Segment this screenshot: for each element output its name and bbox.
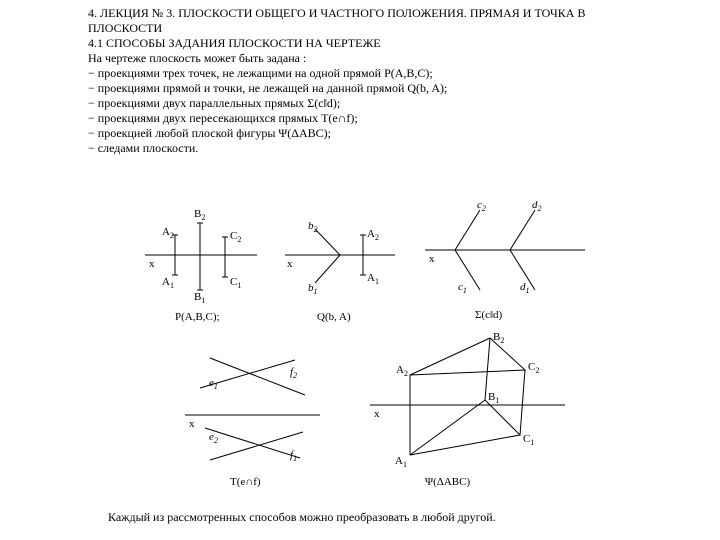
svg-text:b2: b2 — [308, 220, 318, 234]
bullet-4: − проекциями двух пересекающихся прямых … — [88, 111, 648, 126]
subtitle: 4.1 СПОСОБЫ ЗАДАНИЯ ПЛОСКОСТИ НА ЧЕРТЕЖЕ — [88, 36, 648, 51]
title-line2: ПЛОСКОСТИ — [88, 21, 648, 36]
svg-text:В2: В2 — [493, 331, 504, 345]
svg-text:b1: b1 — [308, 282, 318, 296]
svg-text:f2: f2 — [290, 366, 297, 380]
svg-text:x: x — [189, 418, 195, 430]
svg-text:А2: А2 — [396, 364, 408, 378]
svg-text:В2: В2 — [194, 208, 205, 222]
svg-text:С1: С1 — [230, 276, 241, 290]
svg-text:Σ(c‖d): Σ(c‖d) — [475, 309, 503, 321]
bullet-3: − проекциями двух параллельных прямых Σ(… — [88, 96, 648, 111]
svg-text:С2: С2 — [528, 361, 539, 375]
svg-text:А1: А1 — [367, 272, 379, 286]
svg-text:А1: А1 — [395, 455, 407, 469]
svg-text:f1: f1 — [290, 449, 297, 463]
diagram-p-abc: А2 В2 С2 А1 В1 С1 x Р(А,В,С); — [145, 195, 275, 325]
svg-text:С2: С2 — [230, 230, 241, 244]
intro-line: На чертеже плоскость может быть задана : — [88, 51, 648, 66]
diagram-sigma-cd: с2 d2 с1 d1 x Σ(c‖d) — [425, 190, 595, 325]
svg-text:В1: В1 — [488, 391, 499, 405]
diagram-q-ba: b2 b1 А2 А1 x Q(b, A) — [285, 195, 415, 325]
bullet-2: − проекциями прямой и точки, не лежащей … — [88, 81, 648, 96]
footer-note: Каждый из рассмотренных способов можно п… — [108, 510, 496, 525]
svg-text:x: x — [287, 258, 293, 270]
svg-text:x: x — [374, 408, 380, 420]
svg-text:x: x — [429, 253, 435, 265]
svg-text:x: x — [149, 258, 155, 270]
svg-text:d1: d1 — [520, 281, 530, 295]
svg-text:с2: с2 — [477, 199, 486, 213]
page-heading: 4. ЛЕКЦИЯ № 3. ПЛОСКОСТИ ОБЩЕГО И ЧАСТНО… — [88, 6, 648, 156]
svg-text:e1: e1 — [209, 377, 218, 391]
svg-text:Q(b, A): Q(b, A) — [317, 311, 351, 323]
bullet-5: − проекцией любой плоской фигуры Ψ(ΔАВС)… — [88, 126, 648, 141]
svg-text:А2: А2 — [367, 228, 379, 242]
svg-text:А2: А2 — [162, 226, 174, 240]
method-list: − проекциями трех точек, не лежащими на … — [88, 66, 648, 156]
title-line1: 4. ЛЕКЦИЯ № 3. ПЛОСКОСТИ ОБЩЕГО И ЧАСТНО… — [88, 6, 648, 21]
diagram-t-ef: e1 f2 e2 f1 x Т(е∩f) — [175, 340, 355, 490]
bullet-1: − проекциями трех точек, не лежащими на … — [88, 66, 648, 81]
svg-text:Т(е∩f): Т(е∩f) — [230, 476, 261, 488]
bullet-6: − следами плоскости. — [88, 141, 648, 156]
svg-text:А1: А1 — [162, 276, 174, 290]
svg-text:В1: В1 — [194, 291, 205, 305]
svg-text:С1: С1 — [523, 433, 534, 447]
diagram-psi-abc: А2 В2 С2 А1 В1 С1 x Ψ(ΔАВС) — [370, 330, 580, 490]
svg-text:e2: e2 — [209, 431, 218, 445]
svg-text:с1: с1 — [458, 281, 467, 295]
svg-text:d2: d2 — [532, 199, 542, 213]
svg-text:Ψ(ΔАВС): Ψ(ΔАВС) — [425, 476, 470, 488]
svg-text:Р(А,В,С);: Р(А,В,С); — [175, 311, 220, 323]
